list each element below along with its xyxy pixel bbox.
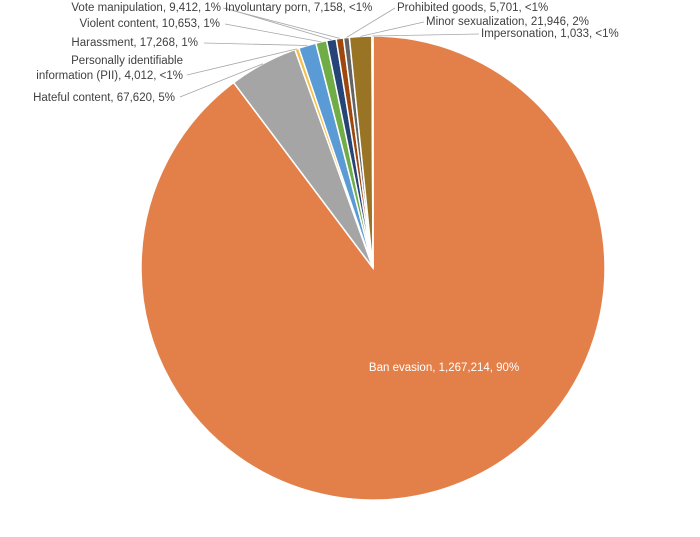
data-label-personally-identifiable-information: Personally identifiable information (PII)… [36,55,183,82]
data-label-vote-manipulation: Vote manipulation, 9,412, 1% [71,2,221,14]
data-label-minor-sexualization: Minor sexualization, 21,946, 2% [426,16,589,28]
leader-line-harassment [203,42,308,46]
data-label-involuntary-porn: Involuntary porn, 7,158, <1% [225,2,372,14]
data-label-harassment: Harassment, 17,268, 1% [71,37,198,49]
data-label-impersonation: Impersonation, 1,033, <1% [481,28,619,40]
data-label-prohibited-goods: Prohibited goods, 5,701, <1% [397,2,548,14]
pie-slices [140,35,606,501]
data-label-violent-content: Violent content, 10,653, 1% [80,18,220,30]
leader-line-violent-content [224,23,322,43]
leader-line-prohibited-goods [346,7,396,38]
leader-line-personally-identifiable-information [186,48,297,76]
leader-lines [179,7,480,98]
leader-line-minor-sexualization [360,21,425,37]
leader-line-hateful-content [179,63,264,98]
data-label-hateful-content: Hateful content, 67,620, 5% [33,92,175,104]
pie-slice-impersonation [371,35,374,269]
data-labels: Ban evasion, 1,267,214, 90% Hateful conte… [33,2,619,374]
leader-line-impersonation [372,33,480,37]
leader-line-involuntary-porn [222,7,340,39]
data-label-ban-evasion: Ban evasion, 1,267,214, 90% [369,362,519,374]
